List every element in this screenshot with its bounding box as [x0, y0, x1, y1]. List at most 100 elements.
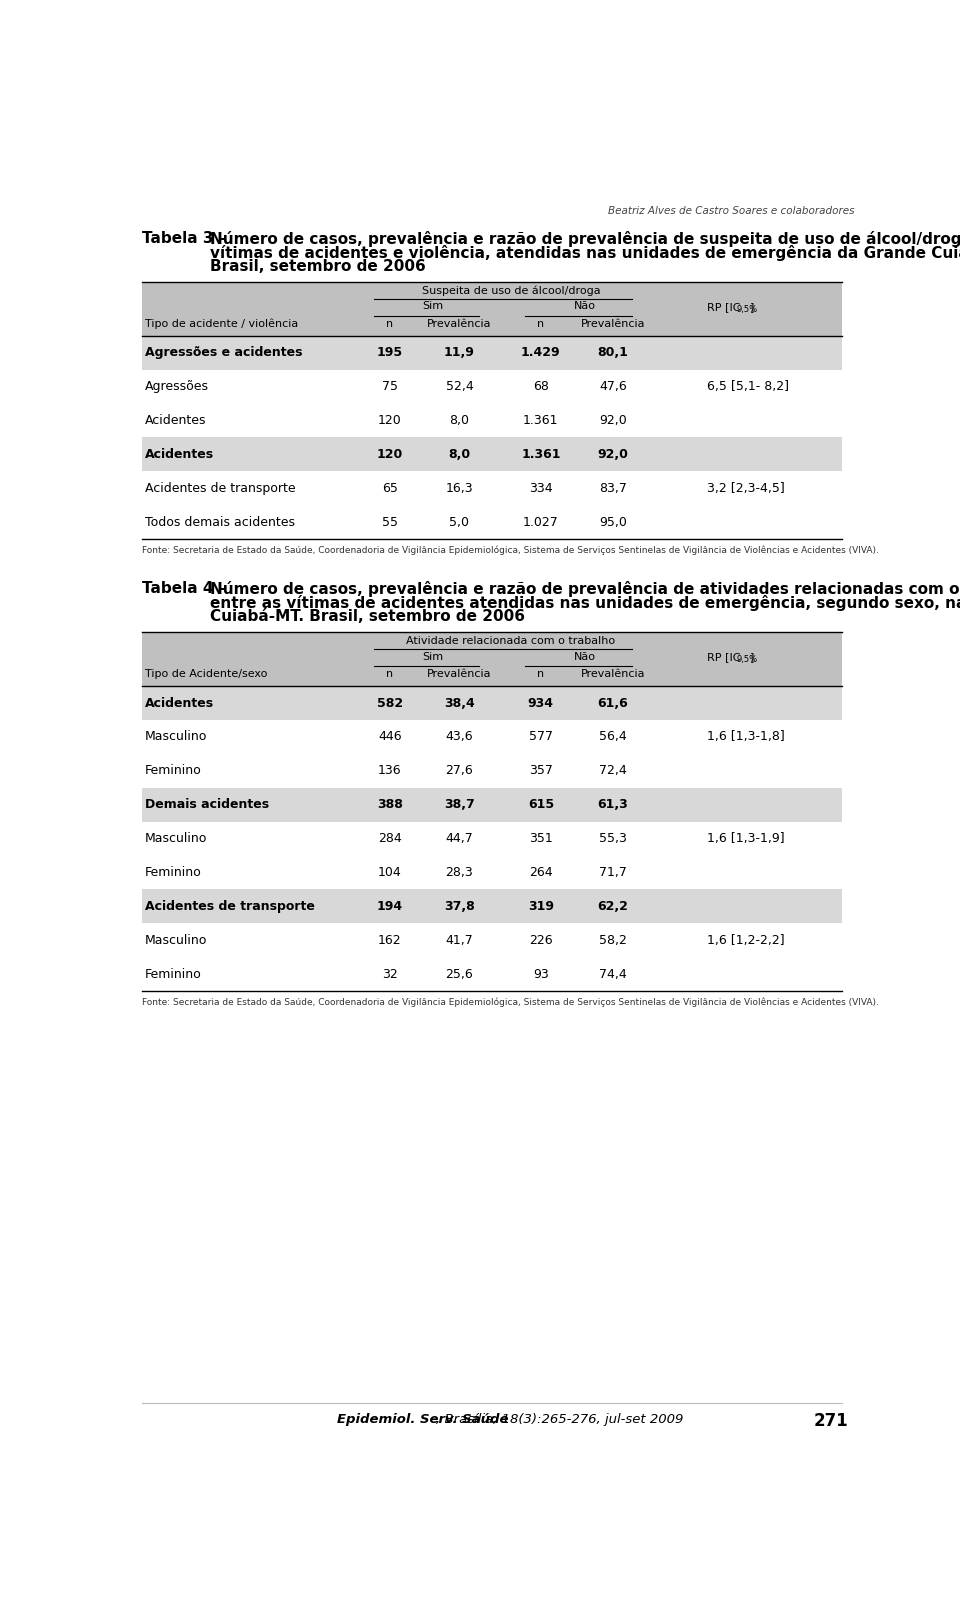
Text: Fonte: Secretaria de Estado da Saúde, Coordenadoria de Vigilância Epidemiológica: Fonte: Secretaria de Estado da Saúde, Co…: [142, 546, 878, 555]
Text: RP [IC: RP [IC: [708, 652, 741, 663]
Text: Acidentes: Acidentes: [145, 414, 206, 427]
Text: Prevalência: Prevalência: [581, 669, 645, 679]
Text: Suspeita de uso de álcool/droga: Suspeita de uso de álcool/droga: [421, 286, 600, 297]
Text: entre as vítimas de acidentes atendidas nas unidades de emergência, segundo sexo: entre as vítimas de acidentes atendidas …: [210, 595, 960, 612]
Text: 55: 55: [382, 515, 397, 528]
Text: 43,6: 43,6: [445, 730, 473, 743]
Text: 9,5%: 9,5%: [737, 655, 758, 664]
Text: Número de casos, prevalência e razão de prevalência de atividades relacionadas c: Número de casos, prevalência e razão de …: [210, 581, 960, 597]
Text: ]: ]: [750, 652, 755, 663]
Text: 334: 334: [529, 482, 553, 494]
Text: 136: 136: [378, 764, 401, 777]
Text: Demais acidentes: Demais acidentes: [145, 798, 269, 811]
Text: 62,2: 62,2: [597, 900, 629, 913]
Text: Masculino: Masculino: [145, 730, 207, 743]
Text: Masculino: Masculino: [145, 934, 207, 947]
Text: 74,4: 74,4: [599, 968, 627, 981]
Text: 16,3: 16,3: [445, 482, 473, 494]
Text: 577: 577: [529, 730, 553, 743]
Text: , Brasília, 18(3):265-276, jul-set 2009: , Brasília, 18(3):265-276, jul-set 2009: [436, 1412, 684, 1427]
Text: 37,8: 37,8: [444, 900, 475, 913]
Text: 61,6: 61,6: [597, 697, 628, 709]
Text: 80,1: 80,1: [597, 347, 629, 360]
Text: 41,7: 41,7: [445, 934, 473, 947]
Bar: [142, 889, 842, 923]
Text: Prevalência: Prevalência: [427, 319, 492, 329]
Bar: [142, 855, 842, 889]
Bar: [142, 369, 842, 403]
Text: 92,0: 92,0: [599, 414, 627, 427]
Text: 65: 65: [382, 482, 397, 494]
Text: Tipo de Acidente/sexo: Tipo de Acidente/sexo: [145, 669, 267, 679]
Text: 104: 104: [378, 867, 401, 880]
Text: Feminino: Feminino: [145, 867, 202, 880]
Text: n: n: [538, 669, 544, 679]
Text: 582: 582: [376, 697, 403, 709]
Text: Acidentes: Acidentes: [145, 448, 214, 461]
Bar: [142, 506, 842, 539]
Text: n: n: [386, 319, 394, 329]
Text: 38,4: 38,4: [444, 697, 475, 709]
Text: 44,7: 44,7: [445, 831, 473, 846]
Text: Acidentes: Acidentes: [145, 697, 214, 709]
Text: 68: 68: [533, 380, 549, 393]
Text: Acidentes de transporte: Acidentes de transporte: [145, 482, 296, 494]
Bar: [142, 822, 842, 855]
Text: Não: Não: [574, 302, 595, 311]
Text: 226: 226: [529, 934, 553, 947]
Text: Sim: Sim: [421, 302, 443, 311]
Text: 9,5%: 9,5%: [737, 305, 758, 315]
Text: 11,9: 11,9: [444, 347, 475, 360]
Text: ]: ]: [750, 302, 755, 311]
Text: 56,4: 56,4: [599, 730, 627, 743]
Text: Atividade relacionada com o trabalho: Atividade relacionada com o trabalho: [406, 636, 615, 647]
Text: Tabela 4 -: Tabela 4 -: [142, 581, 230, 597]
Text: 1,6 [1,2-2,2]: 1,6 [1,2-2,2]: [708, 934, 785, 947]
Text: Prevalência: Prevalência: [427, 669, 492, 679]
Text: 194: 194: [376, 900, 403, 913]
Text: Masculino: Masculino: [145, 831, 207, 846]
Text: Beatriz Alves de Castro Soares e colaboradores: Beatriz Alves de Castro Soares e colabor…: [609, 207, 854, 217]
Text: Feminino: Feminino: [145, 764, 202, 777]
Text: Tabela 3 -: Tabela 3 -: [142, 231, 230, 246]
Bar: [142, 754, 842, 788]
Text: 52,4: 52,4: [445, 380, 473, 393]
Text: 6,5 [5,1- 8,2]: 6,5 [5,1- 8,2]: [708, 380, 789, 393]
Text: n: n: [386, 669, 394, 679]
Text: 388: 388: [376, 798, 402, 811]
Text: Cuiabá-MT. Brasil, setembro de 2006: Cuiabá-MT. Brasil, setembro de 2006: [210, 610, 525, 624]
Text: 75: 75: [382, 380, 397, 393]
Text: Brasil, setembro de 2006: Brasil, setembro de 2006: [210, 258, 425, 274]
Text: 8,0: 8,0: [449, 414, 469, 427]
Text: Agressões: Agressões: [145, 380, 209, 393]
Bar: [142, 687, 842, 721]
Text: Fonte: Secretaria de Estado da Saúde, Coordenadoria de Vigilância Epidemiológica: Fonte: Secretaria de Estado da Saúde, Co…: [142, 997, 878, 1006]
Text: Não: Não: [574, 652, 595, 661]
Text: 95,0: 95,0: [599, 515, 627, 528]
Text: 615: 615: [528, 798, 554, 811]
Text: 58,2: 58,2: [599, 934, 627, 947]
Text: RP [IC: RP [IC: [708, 302, 741, 311]
Text: 72,4: 72,4: [599, 764, 627, 777]
Text: 319: 319: [528, 900, 554, 913]
Text: Prevalência: Prevalência: [581, 319, 645, 329]
Text: Todos demais acidentes: Todos demais acidentes: [145, 515, 295, 528]
Text: 1,6 [1,3-1,9]: 1,6 [1,3-1,9]: [708, 831, 785, 846]
Text: 61,3: 61,3: [597, 798, 628, 811]
Text: 357: 357: [529, 764, 553, 777]
Text: Número de casos, prevalência e razão de prevalência de suspeita de uso de álcool: Número de casos, prevalência e razão de …: [210, 231, 960, 247]
Text: Agressões e acidentes: Agressões e acidentes: [145, 347, 302, 360]
Text: 38,7: 38,7: [444, 798, 475, 811]
Text: Feminino: Feminino: [145, 968, 202, 981]
Text: 1,6 [1,3-1,8]: 1,6 [1,3-1,8]: [708, 730, 785, 743]
Text: 446: 446: [378, 730, 401, 743]
Text: 28,3: 28,3: [445, 867, 473, 880]
Bar: [142, 472, 842, 506]
Text: Acidentes de transporte: Acidentes de transporte: [145, 900, 315, 913]
Bar: [142, 335, 842, 369]
Bar: [142, 438, 842, 472]
Text: 25,6: 25,6: [445, 968, 473, 981]
Text: 55,3: 55,3: [599, 831, 627, 846]
Text: 32: 32: [382, 968, 397, 981]
Text: 264: 264: [529, 867, 553, 880]
